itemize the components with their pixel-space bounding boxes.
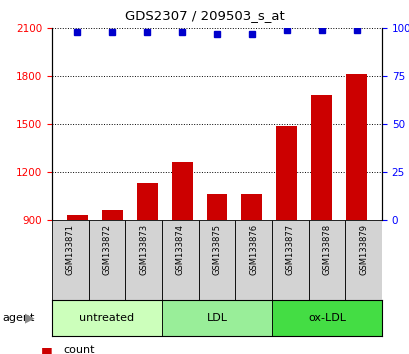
Bar: [88, 220, 125, 300]
Bar: [67, 215, 88, 220]
Bar: [206, 194, 227, 220]
Bar: [235, 220, 271, 300]
Text: GSM133879: GSM133879: [358, 224, 367, 275]
Text: agent: agent: [2, 313, 34, 323]
Bar: [52, 220, 88, 300]
Text: LDL: LDL: [206, 313, 227, 323]
Bar: [308, 220, 344, 300]
Text: ox-LDL: ox-LDL: [307, 313, 345, 323]
Bar: [171, 162, 192, 220]
Text: GDS2307 / 209503_s_at: GDS2307 / 209503_s_at: [125, 9, 284, 22]
Bar: [276, 126, 297, 220]
Bar: [162, 300, 271, 336]
Text: GSM133876: GSM133876: [249, 224, 258, 275]
Bar: [52, 300, 162, 336]
Bar: [162, 220, 198, 300]
Text: GSM133878: GSM133878: [322, 224, 331, 275]
Bar: [271, 220, 308, 300]
Bar: [345, 74, 366, 220]
Bar: [241, 194, 262, 220]
Text: count: count: [63, 345, 95, 354]
Text: GSM133872: GSM133872: [102, 224, 111, 275]
Text: GSM133871: GSM133871: [66, 224, 75, 275]
Text: ■: ■: [41, 345, 53, 354]
Bar: [310, 95, 331, 220]
Bar: [101, 210, 123, 220]
Text: GSM133875: GSM133875: [212, 224, 221, 275]
Bar: [198, 220, 235, 300]
Bar: [271, 300, 381, 336]
Bar: [137, 183, 157, 220]
Bar: [344, 220, 381, 300]
Bar: [125, 220, 162, 300]
Text: ▶: ▶: [25, 312, 35, 325]
Text: untreated: untreated: [79, 313, 134, 323]
Text: GSM133874: GSM133874: [175, 224, 184, 275]
Text: GSM133873: GSM133873: [139, 224, 148, 275]
Text: GSM133877: GSM133877: [285, 224, 294, 275]
